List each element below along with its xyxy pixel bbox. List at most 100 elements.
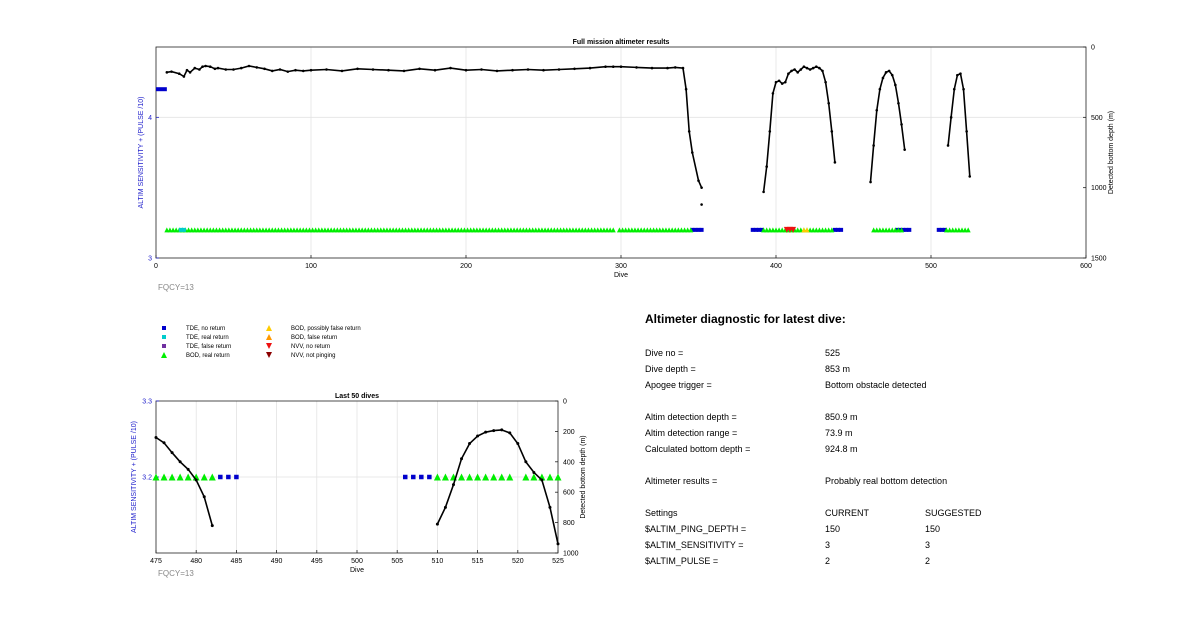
setting-suggested: 150 — [925, 524, 941, 534]
dive-no-row: Dive no = 525 — [645, 348, 1145, 364]
depth-point — [684, 87, 688, 91]
tde-no-return-marker — [907, 227, 912, 232]
setting-current: 3 — [825, 540, 831, 550]
depth-point — [468, 442, 472, 446]
setting-name: $ALTIM_PULSE = — [645, 556, 719, 566]
legend-marker — [266, 352, 272, 358]
setting-suggested: 2 — [925, 556, 931, 566]
depth-line — [155, 436, 214, 526]
legend-label: TDE, false return — [186, 344, 231, 350]
tde-no-return-marker — [234, 474, 239, 480]
x-axis-label: Dive — [614, 272, 628, 279]
bod-real-return-marker — [554, 473, 562, 481]
y-tick-label-right: 400 — [563, 459, 575, 466]
tde-no-return-marker — [218, 474, 223, 480]
legend-label: TDE, real return — [186, 335, 229, 341]
settings-header-row: Settings CURRENT SUGGESTED — [645, 508, 1145, 524]
bod-real-return-marker — [546, 473, 554, 481]
y-axis-label-right: Detected bottom depth (m) — [580, 435, 587, 518]
depth-point — [418, 67, 421, 71]
x-tick-label: 500 — [925, 263, 937, 270]
x-tick-label: 100 — [305, 263, 317, 270]
bod-real-return-marker — [610, 227, 616, 233]
depth-point — [495, 69, 499, 73]
depth-point — [213, 67, 217, 71]
calc-depth-value: 924.8 m — [825, 444, 858, 454]
y-tick-label-left: 4 — [148, 115, 152, 122]
depth-point — [201, 65, 204, 68]
depth-point — [433, 68, 437, 72]
depth-point — [224, 68, 228, 71]
depth-point — [443, 505, 447, 509]
depth-point — [799, 68, 803, 71]
depth-point — [700, 186, 703, 189]
legend-label: BOD, possibly false return — [291, 326, 361, 332]
depth-point — [808, 68, 812, 71]
depth-point — [185, 68, 189, 72]
depth-point — [793, 68, 796, 71]
bod-real-return-marker — [160, 473, 168, 481]
y-tick-label-right: 0 — [563, 399, 567, 406]
bod-real-return-marker — [482, 473, 490, 481]
tde-no-return-marker — [750, 227, 755, 232]
tde-no-return-marker — [832, 227, 837, 232]
bod-possibly-false-marker — [804, 227, 810, 233]
bod-real-return-marker — [200, 473, 208, 481]
depth-line — [869, 69, 906, 183]
tde-no-return-marker — [942, 227, 947, 232]
det-depth-label: Altim detection depth = — [645, 412, 737, 422]
depth-point — [687, 130, 691, 133]
suggested-label: SUGGESTED — [925, 508, 982, 518]
depth-point — [154, 435, 158, 439]
bod-real-return-marker — [441, 473, 449, 481]
depth-point — [542, 68, 545, 72]
depth-point — [780, 82, 784, 85]
depth-point — [540, 478, 544, 482]
y-axis-label-right: Detected bottom depth (m) — [1108, 111, 1115, 194]
tde-no-return-marker — [936, 227, 941, 232]
det-depth-row: Altim detection depth = 850.9 m — [645, 412, 1145, 428]
depth-point — [387, 68, 390, 72]
depth-line — [762, 65, 836, 192]
legend-label: BOD, false return — [291, 335, 337, 341]
depth-point — [765, 165, 768, 168]
depth-point — [210, 524, 214, 528]
tde-no-return-marker — [226, 474, 231, 480]
chart-title: Last 50 dives — [335, 393, 379, 400]
tde-no-return-marker — [939, 227, 944, 232]
diagnostic-heading: Altimeter diagnostic for latest dive: — [645, 312, 846, 326]
x-tick-label: 400 — [770, 263, 782, 270]
depth-point — [556, 542, 560, 546]
x-tick-label: 515 — [472, 558, 484, 565]
depth-point — [178, 460, 182, 464]
depth-point — [247, 64, 251, 68]
tde-no-return-marker — [419, 474, 424, 480]
tde-no-return-marker — [756, 227, 761, 232]
tde-no-return-marker — [894, 227, 899, 232]
current-label: CURRENT — [825, 508, 869, 518]
depth-point — [784, 80, 787, 84]
apogee-row: Apogee trigger = Bottom obstacle detected — [645, 380, 1145, 396]
legend-marker — [266, 343, 272, 349]
depth-point — [325, 68, 328, 71]
depth-point — [460, 457, 464, 461]
depth-point — [790, 69, 793, 73]
depth-point — [796, 71, 799, 74]
dive-depth-label: Dive depth = — [645, 364, 696, 374]
depth-point — [946, 144, 950, 147]
bod-real-return-marker — [208, 473, 216, 481]
depth-point — [635, 66, 638, 69]
depth-point — [884, 71, 888, 74]
setting-suggested: 3 — [925, 540, 931, 550]
depth-point — [830, 130, 834, 133]
bod-real-return-marker — [498, 473, 506, 481]
depth-point — [821, 69, 824, 73]
depth-point — [340, 69, 344, 73]
tde-no-return-marker — [898, 227, 902, 232]
legend-marker — [266, 325, 272, 331]
depth-point — [449, 66, 452, 70]
y-tick-label-right: 800 — [563, 520, 575, 527]
x-tick-label: 520 — [512, 558, 524, 565]
depth-point — [278, 68, 282, 71]
depth-point — [186, 467, 190, 471]
